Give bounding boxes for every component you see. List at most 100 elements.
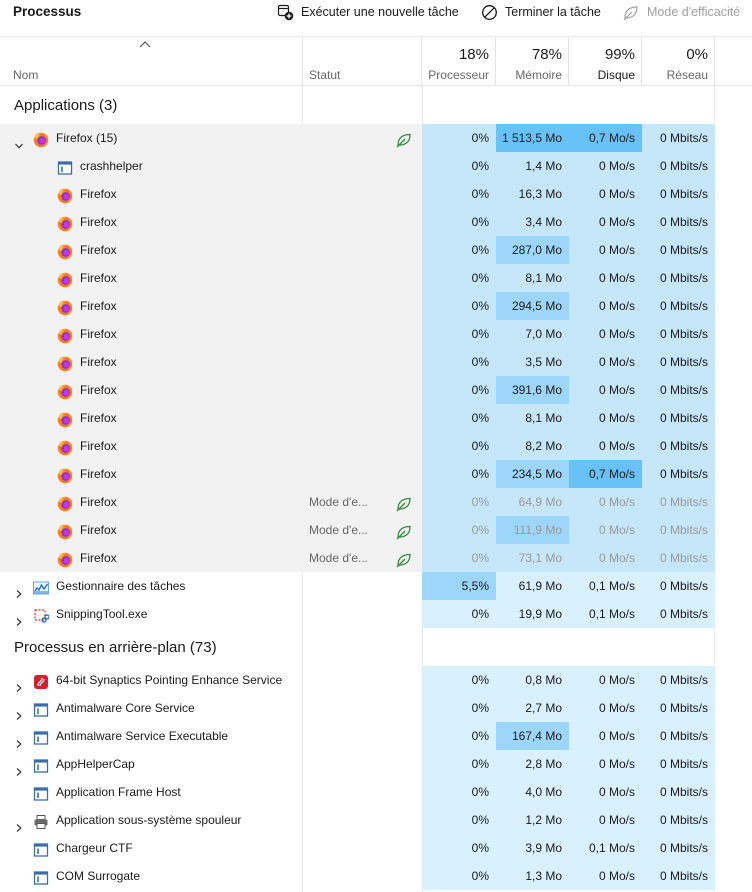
process-row[interactable]: Application Frame Host 0% 4,0 Mo 0 Mo/s 0 Mb… <box>0 778 752 806</box>
process-row[interactable]: Firefox 0% 8,2 Mo 0 Mo/s 0 Mbits/s <box>0 432 752 460</box>
memory-cell: 3,5 Mo <box>496 348 569 376</box>
cpu-cell: 0% <box>422 404 496 432</box>
process-name-cell: Firefox Mode d'e... <box>0 544 422 572</box>
leaf-icon <box>623 5 638 20</box>
cpu-cell: 0% <box>422 806 496 834</box>
column-status[interactable]: Statut <box>303 37 422 87</box>
disk-cell: 0 Mo/s <box>569 488 642 516</box>
column-name-label: Nom <box>13 68 39 82</box>
chevron-down-icon[interactable] <box>14 133 24 149</box>
memory-cell: 3,4 Mo <box>496 208 569 236</box>
process-row[interactable]: Firefox 0% 294,5 Mo 0 Mo/s 0 Mbits/s <box>0 292 752 320</box>
disk-cell: 0 Mo/s <box>569 778 642 806</box>
chevron-right-icon[interactable] <box>14 703 24 720</box>
process-row[interactable]: Firefox Mode d'e... 0% 64,9 Mo 0 Mo/s 0 Mbits… <box>0 488 752 516</box>
column-disk-label: Disque <box>597 68 635 82</box>
memory-total: 78% <box>531 46 562 63</box>
process-name: 64-bit Synaptics Pointing Enhance Servic… <box>56 673 283 687</box>
process-name-cell: Application sous-système spouleur <box>0 806 422 834</box>
cpu-cell: 0% <box>422 862 496 890</box>
process-name: Firefox <box>80 215 117 229</box>
firefox-icon <box>57 522 73 540</box>
disk-cell: 0,7 Mo/s <box>569 460 642 488</box>
process-row[interactable]: Antimalware Service Executable 0% 167,4 Mo… <box>0 722 752 750</box>
run-new-task-button[interactable]: Exécuter une nouvelle tâche <box>277 3 459 21</box>
process-name: Firefox <box>80 187 117 201</box>
group-header-spacer <box>423 86 714 124</box>
process-row[interactable]: Application sous-système spouleur 0% 1,2 M… <box>0 806 752 834</box>
process-row[interactable]: 64-bit Synaptics Pointing Enhance Servic… <box>0 666 752 694</box>
process-name: SnippingTool.exe <box>56 607 148 621</box>
chevron-right-icon[interactable] <box>14 815 24 832</box>
column-header: Nom Statut 18% Processeur 78% Mémoire 99… <box>0 36 752 87</box>
process-row[interactable]: Firefox 0% 391,6 Mo 0 Mo/s 0 Mbits/s <box>0 376 752 404</box>
process-name-cell: Firefox <box>0 180 422 208</box>
column-disk[interactable]: 99% Disque <box>569 37 642 87</box>
process-row[interactable]: crashhelper 0% 1,4 Mo 0 Mo/s 0 Mbits/s <box>0 152 752 180</box>
process-row[interactable]: Gestionnaire des tâches 5,5% 61,9 Mo 0,1 Mo… <box>0 572 752 600</box>
efficiency-mode-button[interactable]: Mode d'efficacité <box>622 3 740 21</box>
chevron-right-icon[interactable] <box>14 675 24 692</box>
window-app-icon <box>33 784 49 801</box>
column-name[interactable]: Nom <box>0 37 303 87</box>
chevron-right-icon[interactable] <box>14 731 24 748</box>
process-row[interactable]: Firefox 0% 3,5 Mo 0 Mo/s 0 Mbits/s <box>0 348 752 376</box>
task-manager-icon <box>33 578 49 595</box>
process-row[interactable]: Firefox 0% 8,1 Mo 0 Mo/s 0 Mbits/s <box>0 404 752 432</box>
end-task-icon <box>482 4 497 20</box>
column-network[interactable]: 0% Réseau <box>642 37 715 87</box>
process-name-cell: Firefox <box>0 348 422 376</box>
cpu-cell: 0% <box>422 544 496 572</box>
network-cell: 0 Mbits/s <box>642 152 715 180</box>
efficiency-mode-label: Mode d'efficacité <box>647 5 741 19</box>
memory-cell: 1 513,5 Mo <box>496 124 569 152</box>
memory-cell: 0,8 Mo <box>496 666 569 694</box>
memory-cell: 61,9 Mo <box>496 572 569 600</box>
disk-cell: 0 Mo/s <box>569 376 642 404</box>
end-task-button[interactable]: Terminer la tâche <box>481 3 601 21</box>
disk-total: 99% <box>604 46 635 63</box>
cpu-cell: 0% <box>422 320 496 348</box>
process-row[interactable]: Firefox 0% 8,1 Mo 0 Mo/s 0 Mbits/s <box>0 264 752 292</box>
memory-cell: 234,5 Mo <box>496 460 569 488</box>
network-cell: 0 Mbits/s <box>642 264 715 292</box>
process-row[interactable]: Firefox Mode d'e... 0% 73,1 Mo 0 Mo/s 0 Mbits… <box>0 544 752 572</box>
process-row[interactable]: Antimalware Core Service 0% 2,7 Mo 0 Mo/s 0 … <box>0 694 752 722</box>
network-cell: 0 Mbits/s <box>642 666 715 694</box>
process-name: Firefox <box>80 299 117 313</box>
network-cell: 0 Mbits/s <box>642 404 715 432</box>
firefox-icon <box>57 410 73 428</box>
cpu-cell: 0% <box>422 376 496 404</box>
group-title-background: Processus en arrière-plan (73) <box>14 639 217 656</box>
chevron-right-icon[interactable] <box>14 759 24 776</box>
chevron-right-icon[interactable] <box>14 609 24 626</box>
process-row[interactable]: Firefox (15) 0% 1 513,5 Mo 0,7 Mo/s 0 Mbits/… <box>0 124 752 152</box>
process-name-cell: AppHelperCap <box>0 750 422 778</box>
network-cell: 0 Mbits/s <box>642 572 715 600</box>
efficiency-leaf-icon <box>395 130 413 148</box>
process-name: Gestionnaire des tâches <box>56 579 186 593</box>
toolbar: Processus Exécuter une nouvelle tâche Te… <box>0 0 752 36</box>
status-text: Mode d'e... <box>309 495 368 509</box>
process-row[interactable]: Chargeur CTF 0% 3,9 Mo 0,1 Mo/s 0 Mbits/s <box>0 834 752 862</box>
cpu-cell: 0% <box>422 750 496 778</box>
process-row[interactable]: Firefox 0% 3,4 Mo 0 Mo/s 0 Mbits/s <box>0 208 752 236</box>
network-cell: 0 Mbits/s <box>642 862 715 890</box>
process-row[interactable]: Firefox 0% 7,0 Mo 0 Mo/s 0 Mbits/s <box>0 320 752 348</box>
column-cpu[interactable]: 18% Processeur <box>422 37 496 87</box>
disk-cell: 0 Mo/s <box>569 320 642 348</box>
process-row[interactable]: Firefox 0% 234,5 Mo 0,7 Mo/s 0 Mbits/s <box>0 460 752 488</box>
process-row[interactable]: Firefox 0% 16,3 Mo 0 Mo/s 0 Mbits/s <box>0 180 752 208</box>
process-row[interactable]: Firefox Mode d'e... 0% 111,9 Mo 0 Mo/s 0 Mbit… <box>0 516 752 544</box>
column-memory[interactable]: 78% Mémoire <box>496 37 569 87</box>
process-row[interactable]: SnippingTool.exe 0% 19,9 Mo 0,1 Mo/s 0 Mbits… <box>0 600 752 628</box>
memory-cell: 1,4 Mo <box>496 152 569 180</box>
chevron-right-icon[interactable] <box>14 581 24 598</box>
cpu-cell: 0% <box>422 778 496 806</box>
process-row[interactable]: Firefox 0% 287,0 Mo 0 Mo/s 0 Mbits/s <box>0 236 752 264</box>
process-name: Firefox <box>80 523 117 537</box>
firefox-icon <box>33 130 49 148</box>
cpu-cell: 0% <box>422 666 496 694</box>
process-row[interactable]: COM Surrogate 0% 1,3 Mo 0 Mo/s 0 Mbits/s <box>0 862 752 890</box>
process-row[interactable]: AppHelperCap 0% 2,8 Mo 0 Mo/s 0 Mbits/s <box>0 750 752 778</box>
